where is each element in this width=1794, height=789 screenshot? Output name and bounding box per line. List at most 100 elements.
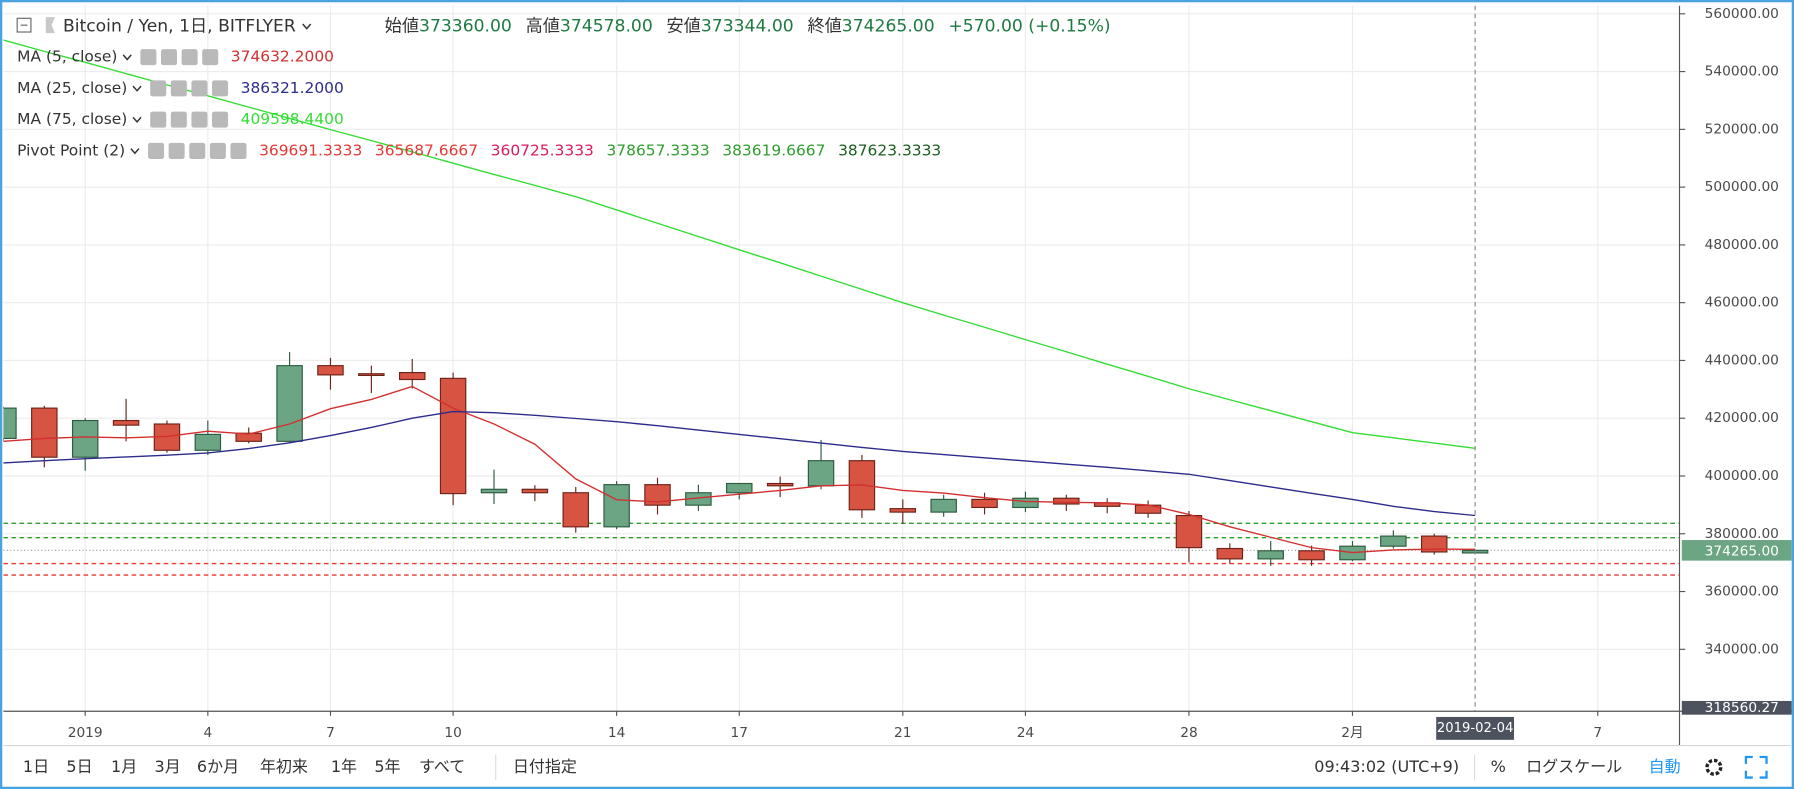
x-tick-label: 10 (444, 725, 461, 741)
date-button[interactable]: 日付指定 (513, 757, 577, 776)
range-button[interactable]: 3月 (155, 757, 181, 776)
candle-body (439, 377, 467, 495)
legend-icon[interactable] (181, 49, 198, 66)
ohlc-change: +570.00 (+0.15%) (948, 16, 1110, 36)
candle-body (807, 460, 835, 487)
legend-icon[interactable] (189, 142, 206, 159)
candle-body (766, 482, 794, 487)
log-scale-button[interactable]: ログスケール (1526, 757, 1622, 776)
legend-value: 374632.2000 (231, 48, 334, 66)
pivot-value: 365687.6667 (375, 141, 478, 159)
y-tick-label: 480000.00 (1705, 237, 1779, 253)
candle-body (1216, 547, 1244, 560)
legend-icon[interactable] (209, 142, 226, 159)
range-button[interactable]: 年初来 (260, 757, 308, 776)
auto-button[interactable]: 自動 (1649, 757, 1681, 776)
candle-body (1012, 497, 1039, 509)
y-tick-label: 500000.00 (1705, 179, 1779, 195)
range-button[interactable]: 5年 (374, 757, 400, 776)
range-button[interactable]: 6か月 (197, 757, 239, 776)
range-button[interactable]: すべて (419, 757, 465, 776)
legend-name[interactable]: MA (75, close) (17, 110, 127, 128)
y-tick-label: 560000.00 (1705, 6, 1779, 22)
dropdown-caret[interactable] (132, 116, 142, 124)
candle-body (1298, 550, 1325, 561)
y-tick-label: 540000.00 (1705, 64, 1779, 80)
candle-body (562, 492, 589, 528)
ma-line (3, 385, 1476, 554)
x-tick-label: 4 (203, 725, 212, 741)
y-tick-label: 420000.00 (1705, 410, 1779, 426)
symbol-flag (45, 17, 55, 34)
pivot-value: 360725.3333 (491, 141, 594, 159)
legend-icon[interactable] (202, 49, 219, 66)
dropdown-caret[interactable] (130, 148, 140, 155)
ohlc-value: 373360.00 (419, 16, 512, 36)
candle-body (1420, 535, 1448, 553)
legend-name[interactable]: Pivot Point (2) (17, 141, 125, 159)
ma-line (3, 39, 1476, 449)
collapse-icon[interactable] (16, 17, 32, 33)
legend-icon[interactable] (170, 80, 187, 97)
legend-value: 386321.2000 (241, 79, 344, 97)
symbol-title[interactable]: Bitcoin / Yen, 1日, BITFLYER (63, 16, 296, 36)
dropdown-caret[interactable] (122, 54, 132, 61)
clock: 09:43:02 (UTC+9) (1314, 757, 1459, 776)
candle-body (1380, 535, 1407, 547)
candle-body (1175, 514, 1203, 549)
y-bottom-label: 318560.27 (1705, 700, 1779, 716)
legend-icon[interactable] (230, 142, 247, 159)
candle-body (3, 407, 17, 440)
legend-icon[interactable] (212, 111, 229, 128)
legend-name[interactable]: MA (25, close) (17, 79, 127, 97)
x-tick-label: 7 (1593, 725, 1602, 741)
legend-name[interactable]: MA (5, close) (17, 48, 117, 66)
legend-icon[interactable] (150, 80, 167, 97)
candle-body (194, 433, 222, 451)
ohlc-value: 374265.00 (842, 16, 935, 36)
y-tick-label: 340000.00 (1705, 641, 1779, 657)
candle-body (644, 484, 671, 506)
legend-icon[interactable] (148, 142, 165, 159)
legend-icon[interactable] (191, 80, 208, 97)
candle-body (398, 372, 426, 381)
percent-button[interactable]: % (1491, 757, 1506, 776)
fullscreen-icon[interactable] (1744, 755, 1768, 779)
settings-icon[interactable] (1705, 758, 1723, 776)
range-button[interactable]: 5日 (66, 757, 92, 776)
legend-icon[interactable] (150, 111, 167, 128)
legend-icon[interactable] (191, 111, 208, 128)
ohlc-value: 374578.00 (560, 16, 653, 36)
y-tick-label: 360000.00 (1705, 584, 1779, 600)
ohlc-label: 始値 (385, 16, 419, 36)
x-tick-label: 7 (326, 725, 335, 741)
pivot-value: 369691.3333 (259, 141, 362, 159)
range-button[interactable]: 1年 (331, 757, 357, 776)
legend-icon[interactable] (170, 111, 187, 128)
dropdown-caret[interactable] (302, 23, 312, 30)
pivot-value: 387623.3333 (838, 141, 941, 159)
candle-body (31, 407, 58, 458)
x-tick-label: 17 (731, 725, 748, 741)
crosshair-label: 2019-02-04 (1437, 721, 1513, 736)
y-bottom-box (1681, 700, 1792, 715)
plot-area (3, 39, 1680, 576)
x-tick-label: 24 (1017, 725, 1034, 741)
legend-icon[interactable] (160, 49, 178, 66)
range-button[interactable]: 1日 (23, 757, 49, 776)
x-tick-label: 28 (1180, 725, 1197, 741)
x-tick-label: 21 (894, 725, 911, 741)
legend-icon[interactable] (140, 49, 157, 66)
x-tick-label: 2019 (68, 725, 103, 741)
y-tick-label: 520000.00 (1705, 121, 1779, 137)
dropdown-caret[interactable] (132, 85, 142, 92)
x-tick-label: 14 (608, 725, 625, 741)
range-button[interactable]: 1月 (111, 757, 137, 776)
pivot-value: 383619.6667 (722, 141, 825, 159)
legend-value: 409598.4400 (241, 110, 344, 128)
legend-icon[interactable] (168, 142, 185, 159)
legend-icon[interactable] (212, 80, 229, 97)
ohlc-value: 373344.00 (701, 16, 794, 36)
